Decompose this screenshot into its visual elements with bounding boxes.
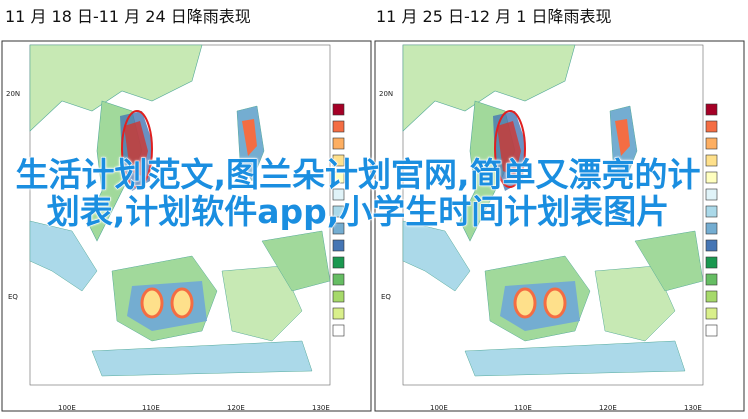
lat-label: EQ [381, 293, 391, 301]
lon-label: 120E [599, 404, 617, 412]
panel-title: 11 月 18 日-11 月 24 日降雨表现 [5, 7, 251, 26]
lon-label: 110E [142, 404, 160, 412]
lon-label: 130E [312, 404, 330, 412]
panel-title: 11 月 25 日-12 月 1 日降雨表现 [376, 7, 612, 26]
lon-label: 130E [684, 404, 702, 412]
overlay-caption: 生活计划范文,图兰朵计划官网,简单又漂亮的计划表,计划软件app,小学生时间计划… [15, 155, 701, 231]
lat-label: 20N [379, 90, 393, 98]
lon-label: 100E [58, 404, 76, 412]
lon-label: 110E [514, 404, 532, 412]
lat-label: 20N [6, 90, 20, 98]
lat-label: EQ [8, 293, 18, 301]
lon-label: 120E [227, 404, 245, 412]
lon-label: 100E [430, 404, 448, 412]
